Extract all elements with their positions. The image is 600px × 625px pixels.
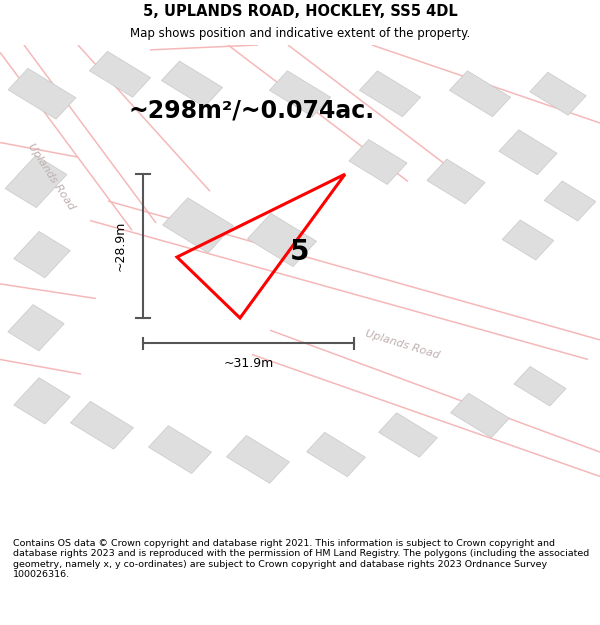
Polygon shape [248,213,316,267]
Polygon shape [499,130,557,175]
Polygon shape [5,156,67,208]
Text: Uplands Road: Uplands Road [364,329,440,361]
Text: Contains OS data © Crown copyright and database right 2021. This information is : Contains OS data © Crown copyright and d… [13,539,589,579]
Text: 5: 5 [290,238,310,266]
Polygon shape [359,71,421,117]
Text: Map shows position and indicative extent of the property.: Map shows position and indicative extent… [130,28,470,40]
Polygon shape [427,159,485,204]
Polygon shape [530,72,586,115]
Polygon shape [8,304,64,351]
Polygon shape [379,412,437,458]
Polygon shape [14,231,70,278]
Polygon shape [544,181,596,221]
Polygon shape [349,139,407,184]
Polygon shape [307,432,365,477]
Polygon shape [163,198,233,253]
Polygon shape [502,220,554,260]
Text: 5, UPLANDS ROAD, HOCKLEY, SS5 4DL: 5, UPLANDS ROAD, HOCKLEY, SS5 4DL [143,4,457,19]
Text: ~28.9m: ~28.9m [113,221,127,271]
Polygon shape [8,68,76,119]
Polygon shape [269,71,331,117]
Polygon shape [14,378,70,424]
Text: Uplands Road: Uplands Road [26,141,76,212]
Polygon shape [71,401,133,449]
Text: ~298m²/~0.074ac.: ~298m²/~0.074ac. [129,99,375,122]
Polygon shape [514,366,566,406]
Polygon shape [227,436,289,483]
Polygon shape [161,61,223,107]
Polygon shape [449,71,511,117]
Polygon shape [149,426,211,474]
Polygon shape [89,51,151,97]
Polygon shape [451,393,509,438]
Text: ~31.9m: ~31.9m [223,357,274,371]
